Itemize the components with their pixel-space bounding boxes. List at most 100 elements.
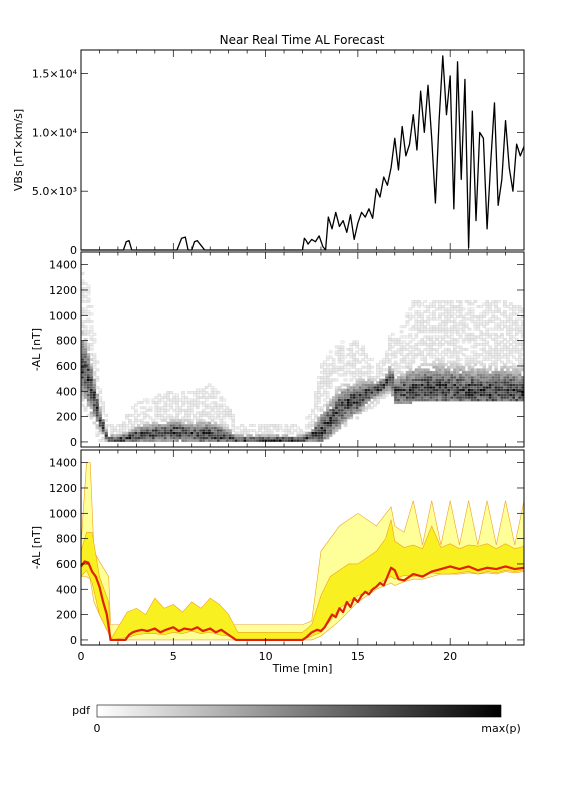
pdf-cell — [337, 398, 342, 402]
pdf-cell — [467, 368, 472, 372]
pdf-cell — [473, 338, 478, 341]
pdf-cell — [302, 439, 306, 443]
pdf-cell — [110, 439, 114, 443]
pdf-cell — [441, 375, 445, 379]
pdf-cell — [376, 391, 380, 394]
pdf-cell — [399, 388, 404, 392]
pdf-cell — [367, 373, 371, 377]
pdf-cell — [458, 350, 463, 354]
y-tick-label: 400 — [56, 583, 77, 596]
pdf-cell — [479, 317, 484, 321]
pdf-cell — [432, 335, 436, 339]
pdf-cell — [491, 375, 495, 379]
pdf-cell — [476, 325, 481, 329]
pdf-cell — [364, 386, 368, 389]
pdf-cell — [86, 305, 91, 308]
pdf-cell — [355, 350, 360, 354]
pdf-cell — [326, 424, 330, 427]
pdf-cell — [473, 360, 478, 364]
pdf-cell — [500, 388, 504, 392]
pdf-cell — [509, 348, 513, 351]
pdf-cell — [453, 343, 457, 346]
pdf-cell — [83, 386, 88, 389]
pdf-cell — [166, 396, 170, 399]
pdf-cell — [382, 393, 386, 397]
pdf-cell — [154, 408, 159, 412]
pdf-cell — [187, 429, 191, 432]
pdf-cell — [517, 368, 522, 372]
pdf-cell — [450, 388, 454, 392]
pdf-cell — [414, 310, 419, 313]
pdf-cell — [473, 350, 478, 354]
pdf-cell — [367, 375, 371, 379]
pdf-cell — [405, 401, 410, 405]
pdf-cell — [391, 381, 395, 384]
pdf-cell — [509, 373, 513, 377]
pdf-cell — [388, 373, 392, 377]
pdf-cell — [426, 370, 430, 374]
pdf-cell — [379, 365, 383, 369]
pdf-cell — [423, 300, 427, 303]
pdf-cell — [399, 353, 404, 356]
pdf-cell — [331, 370, 336, 374]
pdf-cell — [352, 373, 357, 377]
pdf-cell — [326, 358, 330, 361]
pdf-cell — [479, 353, 484, 356]
pdf-cell — [408, 350, 413, 354]
pdf-cell — [196, 406, 200, 410]
pdf-cell — [181, 421, 185, 425]
pdf-cell — [355, 386, 360, 389]
pdf-cell — [204, 439, 209, 443]
pdf-cell — [438, 393, 442, 397]
pdf-cell — [237, 434, 241, 437]
pdf-cell — [497, 386, 501, 389]
pdf-cell — [391, 332, 395, 336]
pdf-cell — [479, 383, 484, 387]
pdf-cell — [178, 429, 182, 432]
pdf-cell — [142, 439, 147, 443]
pdf-cell — [346, 370, 351, 374]
pdf-cell — [417, 350, 422, 354]
pdf-cell — [246, 429, 250, 432]
pdf-cell — [405, 383, 410, 387]
pdf-cell — [417, 302, 422, 306]
pdf-cell — [364, 353, 368, 356]
pdf-cell — [444, 300, 448, 303]
pdf-cell — [207, 393, 212, 397]
pdf-cell — [494, 340, 498, 344]
pdf-cell — [89, 373, 94, 377]
pdf-cell — [488, 305, 492, 308]
pdf-cell — [509, 327, 513, 331]
pdf-cell — [346, 363, 351, 367]
pdf-cell — [388, 370, 392, 374]
pdf-cell — [178, 398, 182, 402]
pdf-cell — [328, 431, 333, 435]
pdf-cell — [503, 310, 507, 313]
pdf-cell — [494, 325, 498, 329]
pdf-cell — [491, 396, 495, 399]
pdf-cell — [458, 332, 463, 336]
pdf-cell — [417, 393, 422, 397]
pdf-cell — [349, 398, 354, 402]
pdf-cell — [491, 348, 495, 351]
pdf-cell — [420, 353, 424, 356]
pdf-cell — [509, 398, 513, 402]
pdf-cell — [497, 322, 501, 326]
pdf-cell — [393, 393, 398, 397]
pdf-cell — [455, 332, 460, 336]
pdf-cell — [207, 383, 212, 387]
pdf-cell — [473, 358, 478, 361]
pdf-cell — [346, 398, 351, 402]
pdf-cell — [166, 398, 170, 402]
pdf-cell — [441, 360, 445, 364]
pdf-cell — [314, 426, 318, 430]
pdf-cell — [429, 345, 433, 349]
x-tick-label: 15 — [351, 650, 365, 663]
pdf-cell — [388, 386, 392, 389]
pdf-cell — [352, 370, 357, 374]
pdf-cell — [441, 307, 445, 311]
pdf-cell — [509, 378, 513, 382]
pdf-cell — [414, 312, 419, 316]
pdf-cell — [119, 431, 123, 435]
pdf-cell — [340, 413, 345, 417]
